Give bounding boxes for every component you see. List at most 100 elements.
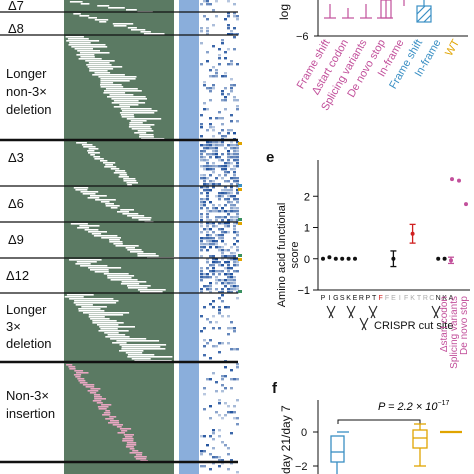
heat-cell [230, 114, 233, 117]
heat-cell [215, 258, 218, 261]
heat-cell [206, 207, 209, 210]
heat-cell [212, 345, 215, 348]
read-segment [100, 78, 136, 80]
heat-cell [236, 297, 239, 300]
read-segment [121, 348, 166, 350]
heat-cell [209, 246, 212, 249]
heat-cell [203, 243, 206, 246]
heat-cell [221, 123, 224, 126]
heat-cell [236, 192, 239, 195]
read-segment [94, 72, 111, 74]
read-segment [90, 195, 107, 197]
heat-cell [227, 453, 230, 456]
heat-cell [227, 27, 230, 30]
read-segment [97, 5, 110, 7]
read-segment [112, 342, 127, 344]
heat-cell [224, 222, 227, 225]
heat-cell [230, 60, 233, 63]
heat-cell [224, 18, 227, 21]
heat-cell [206, 261, 209, 264]
heat-cell [203, 246, 206, 249]
label-longer-3x-1: Longer [6, 302, 47, 317]
heat-cell [236, 231, 239, 234]
read-segment [75, 376, 81, 378]
heat-cell [215, 177, 218, 180]
heat-cell [236, 183, 239, 186]
heat-cell [221, 219, 224, 222]
heat-cell [218, 141, 221, 144]
heat-cell [224, 243, 227, 246]
heat-cell [230, 33, 233, 36]
heat-cell [209, 357, 212, 360]
heat-cell [236, 363, 239, 366]
heat-cell [209, 240, 212, 243]
read-segment [103, 273, 129, 275]
heat-cell [230, 246, 233, 249]
heat-cell [227, 273, 230, 276]
heat-cell [200, 123, 203, 126]
heat-cell [227, 165, 230, 168]
heat-cell [206, 30, 209, 33]
heat-cell [212, 183, 215, 186]
read-segment [143, 33, 165, 35]
read-segment [79, 52, 110, 54]
heat-cell [221, 192, 224, 195]
read-segment [75, 304, 93, 306]
heat-cell [224, 285, 227, 288]
heat-cell [203, 435, 206, 438]
heat-cell [203, 144, 206, 147]
heat-cell [233, 84, 236, 87]
read-segment [93, 394, 101, 396]
read-segment [97, 406, 109, 408]
heat-cell [236, 177, 239, 180]
heat-cell [200, 315, 203, 318]
p-value-label: P = 2.2 × 10−17 [378, 400, 450, 413]
residue-label: A [449, 295, 454, 302]
group-markers [238, 142, 242, 293]
heat-cell [218, 306, 221, 309]
data-point [449, 258, 453, 263]
heat-cell [224, 255, 227, 258]
data-point [391, 256, 396, 261]
heat-cell [203, 150, 206, 153]
read-segment [75, 189, 88, 191]
read-segment [113, 172, 127, 174]
label-non3x-insertion-2: insertion [6, 406, 55, 421]
read-segment [89, 68, 114, 70]
heat-cell [212, 306, 215, 309]
heat-cell [203, 327, 206, 330]
significance-bracket [337, 419, 421, 424]
heat-cell [215, 207, 218, 210]
read-segment [95, 199, 116, 201]
residue-label: F [378, 295, 382, 302]
heat-cell [236, 366, 239, 369]
read-segment [83, 146, 96, 148]
heat-cell [236, 144, 239, 147]
heat-cell [221, 234, 224, 237]
read-segment [134, 456, 147, 458]
read-segment [130, 120, 147, 122]
read-segment [120, 108, 152, 110]
heat-cell [230, 63, 233, 66]
read-segment [118, 176, 129, 178]
heat-cell [200, 435, 203, 438]
heat-cell [227, 201, 230, 204]
read-segment [122, 438, 134, 440]
box-frame-shift-blue [416, 0, 432, 23]
heat-cell [203, 408, 206, 411]
heat-cell [209, 168, 212, 171]
heat-cell [209, 282, 212, 285]
heat-cell [221, 300, 224, 303]
read-segment [81, 306, 107, 308]
heat-cell [212, 144, 215, 147]
read-segment [127, 356, 173, 358]
heat-cell [215, 270, 218, 273]
residue-label: R [359, 295, 364, 302]
read-segment [88, 17, 97, 19]
read-segment [93, 156, 101, 158]
heat-cell [209, 288, 212, 291]
heat-cell [212, 165, 215, 168]
heat-cell [221, 441, 224, 444]
heat-cell [224, 198, 227, 201]
heat-cell [233, 195, 236, 198]
